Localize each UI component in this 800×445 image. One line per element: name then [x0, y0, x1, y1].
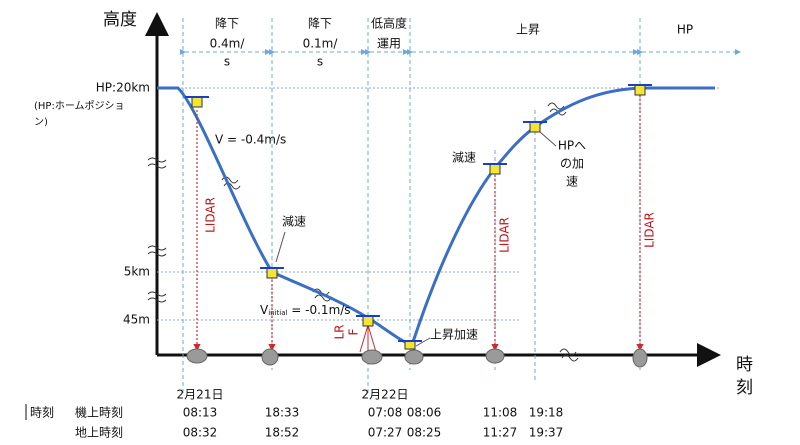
- lidar-label: LIDAR: [204, 197, 218, 233]
- hp-note: (HP:ホームポジショ: [34, 100, 125, 112]
- lrf-label: F: [347, 328, 361, 335]
- ground-rocks: [186, 348, 648, 368]
- trajectory: [157, 86, 715, 347]
- time-cell: 07:08: [368, 406, 403, 420]
- ascent-accel-label: 上昇加速: [430, 328, 478, 342]
- spacecraft-markers: [185, 84, 652, 350]
- y-level-label: 5km: [124, 265, 150, 279]
- lidar-label: LIDAR: [643, 212, 657, 248]
- time-cell: 08:13: [183, 406, 218, 420]
- table-header: 時刻: [30, 406, 54, 420]
- phase-label: 降下: [308, 17, 332, 31]
- phase-label: s: [317, 55, 323, 69]
- phase-label: 上昇: [516, 23, 540, 37]
- time-cell: 07:27: [368, 426, 403, 440]
- lrf-label: LR: [333, 324, 347, 339]
- row-label: 地上時刻: [75, 426, 123, 440]
- y-axis-label: 高度: [103, 10, 137, 30]
- time-cell: 18:33: [265, 406, 300, 420]
- x-axis-label: 時刻: [732, 355, 753, 401]
- phase-label: s: [224, 55, 230, 69]
- time-cell: 11:08: [483, 406, 518, 420]
- decel-label: 減速: [282, 214, 306, 229]
- y-level-label: 45m: [123, 313, 150, 327]
- phase-label: 運用: [377, 37, 401, 51]
- lidar-label: LIDAR: [498, 217, 512, 253]
- velocity-label: V = -0.4m/s: [215, 133, 286, 147]
- callout-line: [539, 131, 557, 147]
- callout-line: [415, 337, 431, 347]
- time-cell: 08:32: [183, 426, 218, 440]
- velocity-label: Vinitial = -0.1m/s: [260, 303, 351, 318]
- phase-label: 降下: [215, 17, 239, 31]
- time-cell: 19:37: [529, 426, 564, 440]
- phase-label: 0.1m/: [303, 37, 339, 51]
- phase-dividers: [180, 18, 741, 395]
- date-label: 2月22日: [362, 388, 409, 402]
- phase-label: 0.4m/: [210, 37, 246, 51]
- time-cell: 08:25: [407, 426, 442, 440]
- callout-line: [275, 231, 286, 263]
- decel-label: 減速: [452, 150, 476, 165]
- time-cells: 08:13 18:33 07:08 08:06 11:08 19:18 08:32 18:52…: [183, 406, 564, 440]
- date-label: 2月21日: [177, 388, 224, 402]
- velocity-symbol: V: [260, 303, 269, 317]
- hp-accel-label: の加: [560, 157, 584, 171]
- time-cell: 08:06: [407, 406, 442, 420]
- hp-note: ン): [34, 117, 48, 128]
- hp-accel-label: HPへ: [558, 139, 586, 153]
- hp-accel-label: 速: [566, 175, 578, 189]
- time-cell: 18:52: [265, 426, 300, 440]
- phase-label: 低高度: [371, 16, 407, 31]
- phase-label: HP: [677, 23, 693, 37]
- lidar-beams: [193, 95, 644, 353]
- y-level-label: HP:20km: [96, 81, 150, 95]
- velocity-value: = -0.1m/s: [287, 303, 350, 317]
- time-cell: 11:27: [483, 426, 518, 440]
- row-label: 機上時刻: [75, 405, 123, 420]
- velocity-subscript: initial: [268, 309, 287, 317]
- time-cell: 19:18: [529, 406, 564, 420]
